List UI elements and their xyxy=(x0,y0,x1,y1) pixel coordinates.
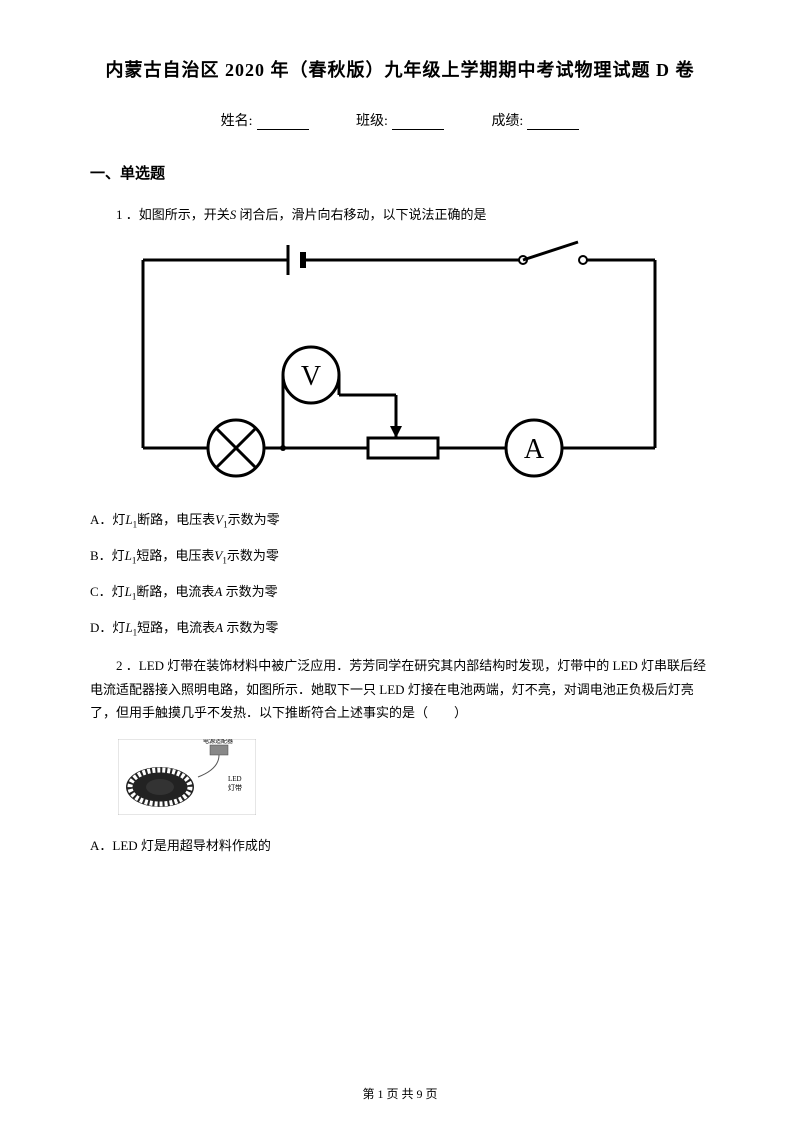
optB-mid: 短路，电压表 xyxy=(136,548,214,563)
q1-text: 1 ．如图所示，开关S 闭合后，滑片向右移动，以下说法正确的是 xyxy=(90,203,710,226)
section-heading: 一、单选题 xyxy=(90,162,710,183)
optD-L: L xyxy=(125,620,132,635)
svg-text:灯带: 灯带 xyxy=(228,783,242,792)
name-label: 姓名: xyxy=(221,114,253,129)
score-label: 成绩: xyxy=(491,114,523,129)
q2-text: 2 ．LED 灯带在装饰材料中被广泛应用．芳芳同学在研究其内部结构时发现，灯带中… xyxy=(90,654,710,724)
q2-image: 电源适配器 LED 灯带 xyxy=(118,739,710,820)
name-blank xyxy=(257,116,309,130)
optD-A: A xyxy=(215,620,223,635)
svg-text:V: V xyxy=(301,361,321,392)
optA-mid: 断路，电压表 xyxy=(137,512,215,527)
optA-V: V xyxy=(215,512,223,527)
q2-option-a: A．LED 灯是用超导材料作成的 xyxy=(90,836,710,857)
info-line: 姓名: 班级: 成绩: xyxy=(90,110,710,130)
optA-suffix: 示数为零 xyxy=(228,512,280,527)
optC-suffix: 示数为零 xyxy=(222,584,277,599)
q1-suffix: 闭合后，滑片向右移动，以下说法正确的是 xyxy=(236,207,486,222)
svg-text:LED: LED xyxy=(228,775,242,783)
q1-option-b: B．灯L1短路，电压表V1示数为零 xyxy=(90,546,710,568)
optC-mid: 断路，电流表 xyxy=(136,584,214,599)
class-label: 班级: xyxy=(356,114,388,129)
q1-option-c: C．灯L1断路，电流表A 示数为零 xyxy=(90,582,710,604)
svg-text:电源适配器: 电源适配器 xyxy=(203,739,233,745)
optC-L: L xyxy=(125,584,132,599)
q1-prefix: 1 ．如图所示，开关 xyxy=(116,207,230,222)
optC-prefix: C．灯 xyxy=(90,584,125,599)
optA-prefix: A．灯 xyxy=(90,512,125,527)
optA-L: L xyxy=(125,512,132,527)
optD-prefix: D．灯 xyxy=(90,620,125,635)
optB-L: L xyxy=(125,548,132,563)
optB-suffix: 示数为零 xyxy=(227,548,279,563)
circuit-diagram: V xyxy=(118,240,680,490)
class-blank xyxy=(392,116,444,130)
optB-prefix: B．灯 xyxy=(90,548,125,563)
svg-text:A: A xyxy=(524,434,545,465)
q1-option-d: D．灯L1短路，电流表A 示数为零 xyxy=(90,618,710,640)
page-title: 内蒙古自治区 2020 年（春秋版）九年级上学期期中考试物理试题 D 卷 xyxy=(90,56,710,82)
optD-suffix: 示数为零 xyxy=(223,620,278,635)
score-blank xyxy=(527,116,579,130)
page-footer: 第 1 页 共 9 页 xyxy=(0,1085,800,1102)
optD-mid: 短路，电流表 xyxy=(137,620,215,635)
q1-option-a: A．灯L1断路，电压表V1示数为零 xyxy=(90,510,710,532)
